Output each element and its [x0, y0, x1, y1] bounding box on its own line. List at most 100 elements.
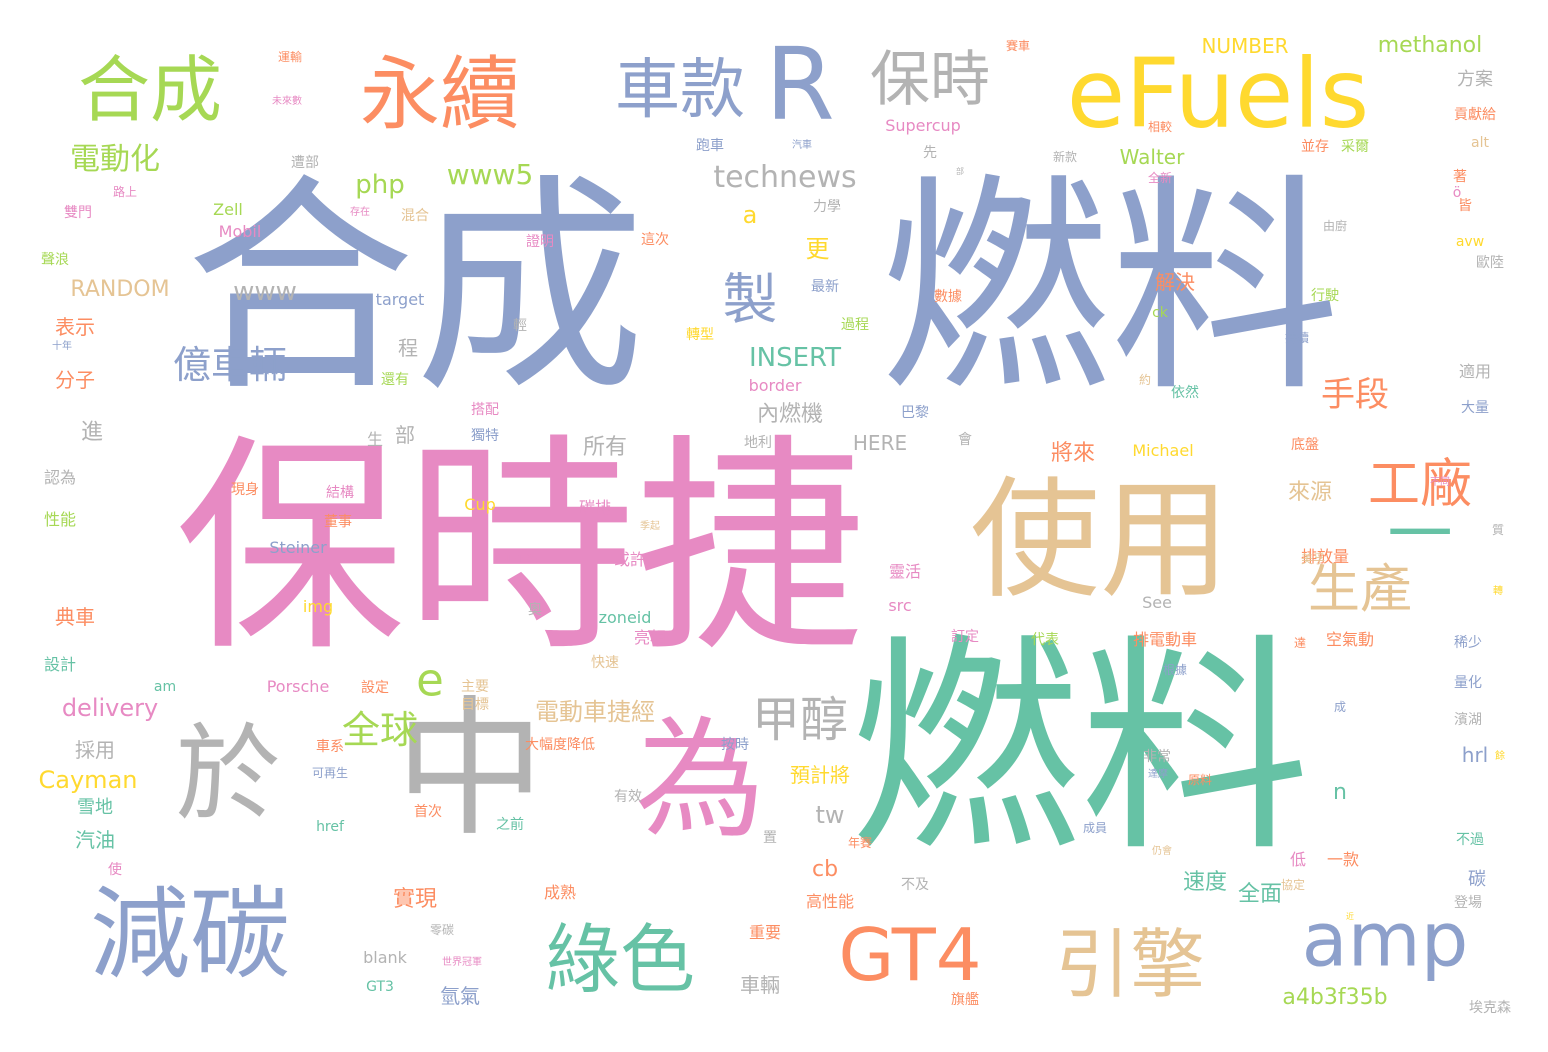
cloud-word: 過程 — [841, 318, 869, 332]
cloud-word: avw — [1456, 235, 1484, 249]
cloud-word: 轉型 — [686, 328, 714, 342]
cloud-word: 底盤 — [1291, 438, 1319, 452]
cloud-word: 近 — [1346, 913, 1354, 921]
cloud-word: 重要 — [749, 925, 781, 941]
cloud-word: amp — [1302, 903, 1469, 978]
cloud-word: 協定 — [1281, 879, 1305, 891]
cloud-word: 永續 — [360, 55, 520, 135]
cloud-word: 代表 — [1031, 633, 1059, 647]
cloud-word: www5 — [447, 161, 534, 189]
cloud-word: 按時 — [721, 738, 749, 752]
cloud-word: 使用 — [970, 475, 1230, 605]
cloud-word: 生 — [367, 432, 383, 448]
cloud-word: www — [233, 279, 297, 305]
cloud-word: 轉 — [1493, 587, 1503, 597]
cloud-word: 數據 — [934, 290, 962, 304]
cloud-word: am — [154, 680, 176, 694]
cloud-word: 電動化 — [70, 145, 160, 175]
cloud-word: 適用 — [1459, 364, 1491, 380]
cloud-word: 登場 — [1454, 896, 1482, 910]
cloud-word: R — [765, 35, 834, 135]
cloud-word: 采爾 — [1341, 140, 1369, 154]
cloud-word: 歐陸 — [1476, 256, 1504, 270]
cloud-word: 約 — [1139, 374, 1151, 386]
cloud-word: 之前 — [496, 818, 524, 832]
cloud-word: 質 — [1492, 524, 1504, 536]
cloud-word: Steiner — [269, 540, 326, 556]
cloud-word: 置 — [763, 831, 777, 845]
cloud-word: alt — [1471, 136, 1489, 150]
cloud-word: 速度 — [1183, 872, 1227, 894]
cloud-word: 設計 — [44, 657, 76, 673]
cloud-word: Walter — [1120, 147, 1185, 167]
cloud-word: 大幅度降低 — [525, 738, 595, 752]
cloud-word: 搭配 — [471, 403, 499, 417]
cloud-word: 雙門 — [64, 206, 92, 220]
cloud-word: 或許 — [614, 552, 646, 568]
cloud-word: HERE — [853, 433, 907, 453]
cloud-word: target — [376, 292, 425, 308]
cloud-word: 成 — [1334, 701, 1346, 713]
cloud-word: 氫氣 — [440, 986, 480, 1006]
cloud-word: hrl — [1462, 745, 1488, 765]
cloud-word: 更 — [803, 236, 827, 260]
cloud-word: 所有 — [583, 437, 627, 459]
cloud-word: Cayman — [39, 768, 138, 792]
cloud-word: 這次 — [641, 233, 669, 247]
cloud-word: 季起 — [640, 522, 660, 532]
cloud-word: zoneid — [599, 610, 652, 626]
cloud-word: 奧 — [528, 603, 542, 617]
cloud-word: 為 — [635, 715, 765, 845]
cloud-word: 甲醇 — [752, 696, 848, 744]
cloud-word: Zell — [213, 202, 243, 218]
cloud-word: a — [743, 203, 758, 227]
cloud-word: 亮相 — [634, 630, 666, 646]
cloud-word: 還有 — [381, 373, 409, 387]
cloud-word: 不同 — [1430, 478, 1450, 488]
cloud-word: 力學 — [813, 200, 841, 214]
cloud-word: 排電動車 — [1133, 632, 1197, 648]
cloud-word: 皆 — [1458, 199, 1472, 213]
cloud-word: 目標 — [461, 698, 489, 712]
cloud-word: 有效 — [614, 790, 642, 804]
cloud-word: 由廚 — [1323, 220, 1347, 232]
cloud-word: 訂定 — [951, 630, 979, 644]
cloud-word: tw — [815, 803, 844, 827]
cloud-word: 工廠 — [1368, 459, 1472, 511]
cloud-word: Michael — [1132, 443, 1193, 459]
cloud-word: See — [1142, 595, 1172, 611]
cloud-word: 典車 — [55, 607, 95, 627]
cloud-word: 結構 — [326, 486, 354, 500]
cloud-word: 性能 — [44, 512, 76, 528]
cloud-word: 大量 — [1461, 401, 1489, 415]
cloud-word: 碳 — [1466, 869, 1484, 887]
cloud-word: 保時 — [870, 50, 990, 110]
cloud-word: 製 — [722, 273, 777, 328]
cloud-word: 來源 — [1288, 482, 1332, 504]
cloud-word: 相較 — [1148, 121, 1172, 133]
cloud-word: 部 — [395, 425, 415, 445]
cloud-word: 不及 — [901, 878, 929, 892]
cloud-word: delivery — [62, 696, 158, 720]
cloud-word: e — [416, 658, 444, 703]
cloud-word: 稀少 — [1454, 636, 1482, 650]
cloud-word: 全新 — [1148, 172, 1172, 184]
cloud-word: ck — [1152, 306, 1168, 320]
cloud-word: 車款 — [615, 58, 745, 123]
cloud-word: 根據 — [1163, 664, 1187, 676]
cloud-word: blank — [363, 950, 407, 966]
cloud-word: Porsche — [267, 679, 330, 695]
cloud-word: 年賽 — [848, 837, 872, 849]
cloud-word: 世界冠軍 — [442, 958, 482, 968]
cloud-word: src — [888, 598, 911, 614]
cloud-word: 首次 — [414, 805, 442, 819]
cloud-word: 主要 — [461, 680, 489, 694]
cloud-word: 電動車捷經 — [535, 700, 655, 724]
cloud-word: 低 — [1290, 852, 1306, 868]
cloud-word: 不過 — [1456, 833, 1484, 847]
cloud-word: 存在 — [350, 208, 370, 218]
cloud-word: 仍會 — [1152, 847, 1172, 857]
cloud-word: 成員 — [1083, 822, 1107, 834]
cloud-word: 汽油 — [75, 830, 115, 850]
cloud-word: 聲浪 — [41, 253, 69, 267]
